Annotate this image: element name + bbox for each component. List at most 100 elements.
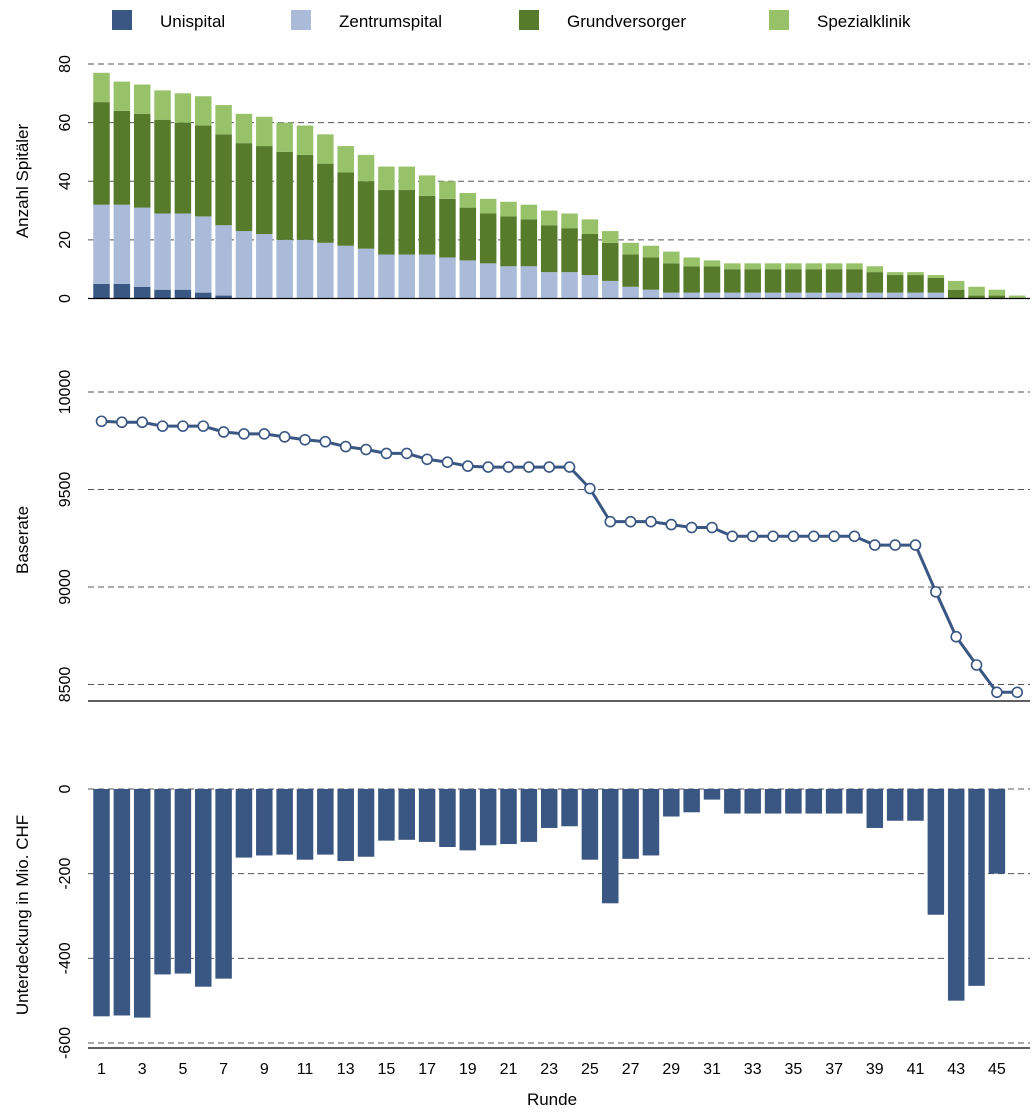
bar-segment: [133, 84, 151, 114]
bar-segment: [418, 254, 436, 299]
data-point: [380, 447, 393, 460]
bar: [744, 789, 761, 814]
bar-segment: [744, 263, 761, 270]
x-tick-label: 1: [97, 1061, 106, 1078]
bar: [622, 789, 639, 859]
bar-segment: [235, 143, 253, 232]
bar-segment: [174, 93, 192, 123]
bar-segment: [663, 251, 680, 264]
y-tick-label: 40: [57, 172, 74, 190]
bar-segment: [805, 292, 822, 299]
x-tick-label: 11: [297, 1061, 314, 1078]
data-point: [461, 460, 474, 472]
bar-segment: [195, 96, 212, 126]
bar-segment: [642, 245, 660, 258]
bar-segment: [479, 198, 497, 214]
y-tick-label: 9500: [57, 472, 74, 508]
x-tick-label: 39: [866, 1061, 884, 1078]
bar-segment: [337, 245, 354, 299]
baserate-panel: 8500 9000 9500 10000 Baserate: [13, 370, 1030, 703]
bar-segment: [683, 292, 700, 299]
data-point: [645, 515, 657, 528]
hospital-count-panel: 0 20 40 60 80 Anzahl Spitäler: [13, 55, 1030, 303]
data-point: [930, 586, 942, 598]
bar-segment: [846, 263, 863, 270]
y-tick-label: 0: [57, 784, 74, 793]
bar: [683, 789, 700, 813]
data-point: [95, 415, 108, 428]
data-point: [197, 420, 210, 432]
bar-segment: [439, 198, 456, 258]
data-point: [624, 515, 637, 528]
data-point: [339, 440, 352, 453]
bar-segment: [133, 286, 151, 299]
bar-segment: [581, 219, 599, 235]
bar-segment: [378, 166, 395, 191]
y-axis-label: Anzahl Spitäler: [13, 123, 32, 238]
data-point: [970, 659, 983, 671]
bar-segment: [724, 292, 741, 299]
bar: [418, 789, 436, 842]
bar-segment: [642, 289, 660, 299]
bar-segment: [235, 113, 253, 144]
bar-segment: [764, 263, 782, 270]
bar-segment: [154, 213, 171, 290]
bar-segment: [317, 134, 334, 164]
x-tick-label: 25: [581, 1061, 599, 1078]
bar-segment: [93, 283, 110, 299]
bar-segment: [520, 219, 538, 267]
bar-segment: [398, 254, 415, 299]
bar: [561, 789, 578, 827]
bar-segment: [886, 275, 904, 293]
x-tick-label: 35: [785, 1061, 803, 1078]
bar: [846, 789, 863, 814]
bar: [378, 789, 395, 841]
y-tick-label: 0: [57, 294, 74, 303]
bar-segment: [927, 292, 945, 299]
bar-segment: [907, 275, 924, 293]
bar-segment: [927, 277, 945, 293]
x-tick-label: 9: [260, 1061, 269, 1078]
bar-segment: [113, 204, 131, 284]
bar-segment: [154, 289, 171, 299]
y-axis-label: Baserate: [13, 506, 32, 574]
data-point: [726, 530, 739, 543]
bar: [825, 789, 843, 814]
data-point: [807, 530, 820, 543]
bar: [602, 789, 619, 904]
bar-segment: [663, 292, 680, 299]
data-point: [116, 416, 128, 429]
data-point: [828, 530, 840, 543]
bar: [235, 789, 253, 858]
data-point: [523, 461, 535, 473]
bar: [459, 789, 477, 851]
bar-segment: [256, 116, 273, 147]
bar-segment: [357, 154, 375, 182]
bar-segment: [337, 146, 354, 173]
data-point: [482, 461, 494, 473]
bar-segment: [724, 269, 741, 293]
bar-segment: [622, 254, 639, 287]
bar-segment: [846, 269, 863, 293]
bar-segment: [785, 263, 802, 270]
bar-segment: [683, 266, 700, 293]
bar-segment: [947, 289, 965, 299]
bar-segment: [561, 213, 578, 229]
deficit-panel: -600 -400 -200 0 Unterdeckung in Mio. CHF: [13, 784, 1030, 1059]
bar-segment: [988, 295, 1006, 299]
x-tick-label: 3: [138, 1061, 147, 1078]
bar-segment: [215, 134, 232, 226]
y-tick-label: 80: [57, 55, 74, 73]
bar-segment: [256, 234, 273, 299]
bar: [927, 789, 945, 915]
y-tick-label: 8500: [57, 667, 74, 703]
x-tick-label: 27: [622, 1061, 640, 1078]
data-point: [136, 416, 148, 429]
bar-segment: [459, 207, 477, 261]
data-point: [889, 539, 901, 551]
bar-segment: [439, 257, 456, 299]
data-point: [441, 456, 454, 469]
x-axis-label: Runde: [527, 1090, 577, 1109]
bar-segment: [398, 166, 415, 191]
bar-segment: [418, 175, 436, 196]
